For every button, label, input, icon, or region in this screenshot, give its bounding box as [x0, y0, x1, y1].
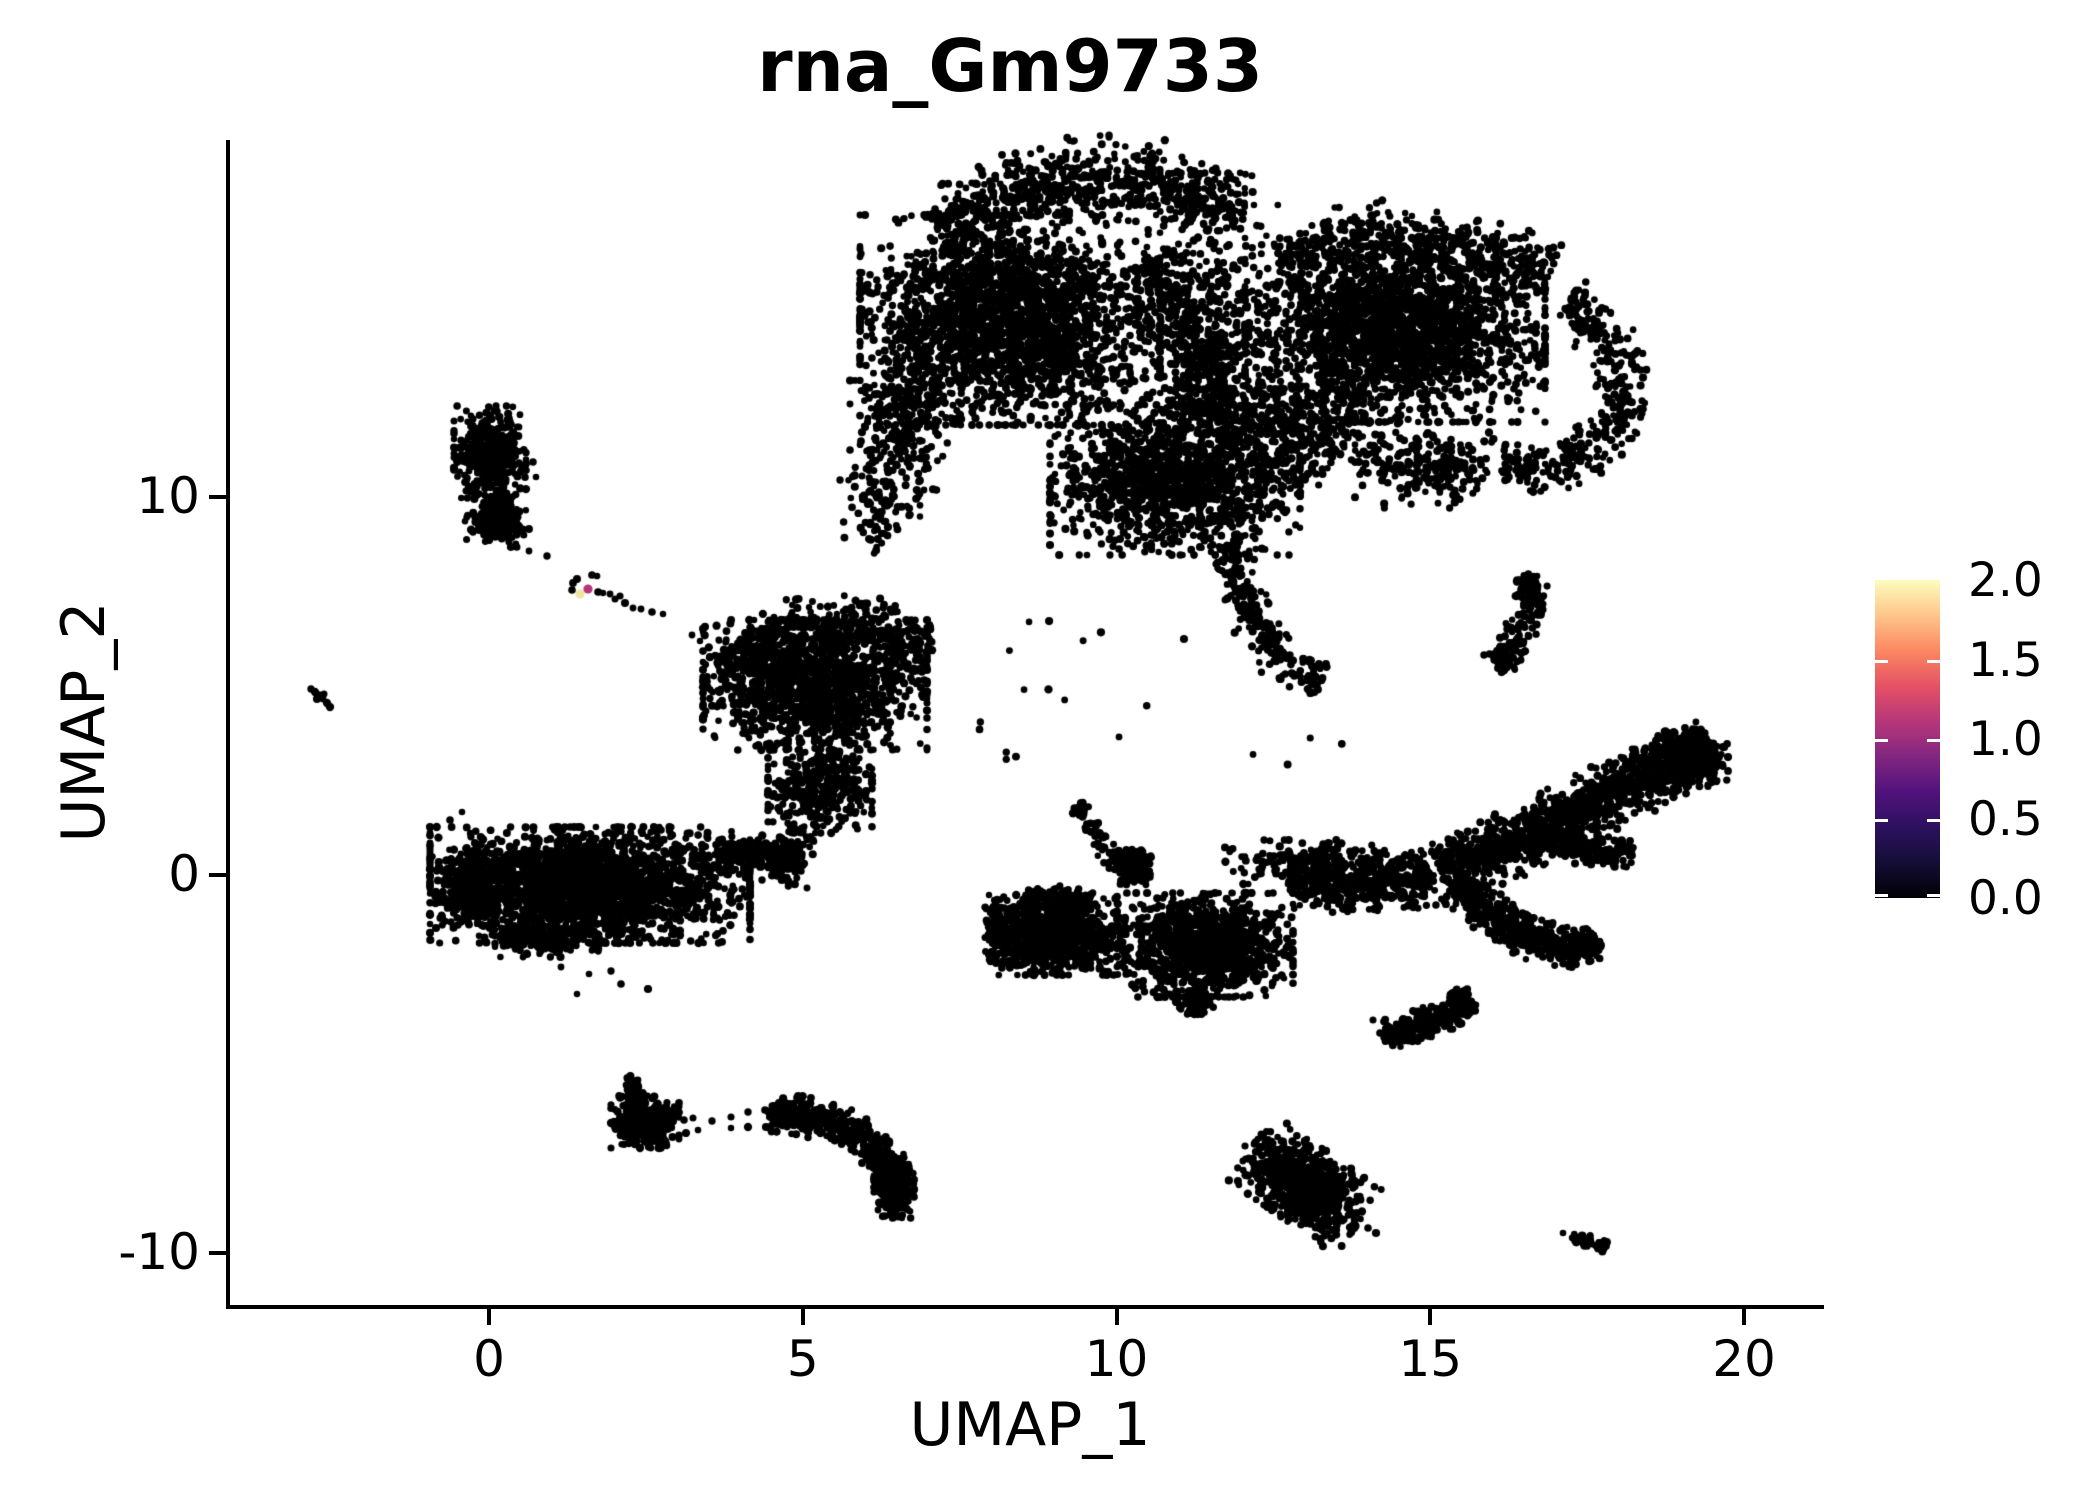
x-tick-mark [800, 1309, 805, 1325]
x-axis-title: UMAP_1 [909, 1390, 1151, 1460]
colorbar-tick [1927, 894, 1940, 897]
y-axis-title: UMAP_2 [49, 601, 119, 843]
y-tick-mark [209, 873, 226, 877]
colorbar-tick [1875, 818, 1888, 822]
colorbar-tick [1875, 659, 1888, 663]
colorbar-label: 1.0 [1968, 712, 2043, 767]
page-title: rna_Gm9733 [757, 24, 1263, 108]
x-tick-mark [1742, 1309, 1746, 1325]
x-tick-mark [1114, 1309, 1119, 1325]
colorbar-tick [1875, 739, 1888, 742]
colorbar-tick [1927, 739, 1940, 742]
x-tick-label: 20 [1712, 1330, 1776, 1388]
y-tick-mark [209, 495, 226, 499]
colorbar-tick [1927, 818, 1940, 822]
x-tick-label: 10 [1084, 1330, 1149, 1388]
y-tick-label: -10 [118, 1223, 200, 1281]
colorbar-tick [1927, 659, 1940, 663]
colorbar-label: 1.5 [1968, 632, 2043, 688]
colorbar-label: 2.0 [1968, 553, 2043, 608]
x-axis-spine [226, 1305, 1824, 1309]
y-tick-label: 0 [168, 845, 200, 903]
colorbar-tick [1875, 894, 1888, 897]
y-axis-spine [226, 140, 230, 1309]
colorbar-label: 0.0 [1968, 871, 2043, 926]
y-tick-label: 10 [136, 467, 200, 525]
colorbar-label: 0.5 [1968, 791, 2043, 847]
x-tick-label: 5 [786, 1330, 819, 1388]
x-tick-label: 0 [473, 1330, 505, 1388]
y-tick-mark [209, 1251, 226, 1255]
x-tick-label: 15 [1398, 1330, 1463, 1388]
x-tick-mark [487, 1309, 491, 1325]
x-tick-mark [1428, 1309, 1433, 1325]
